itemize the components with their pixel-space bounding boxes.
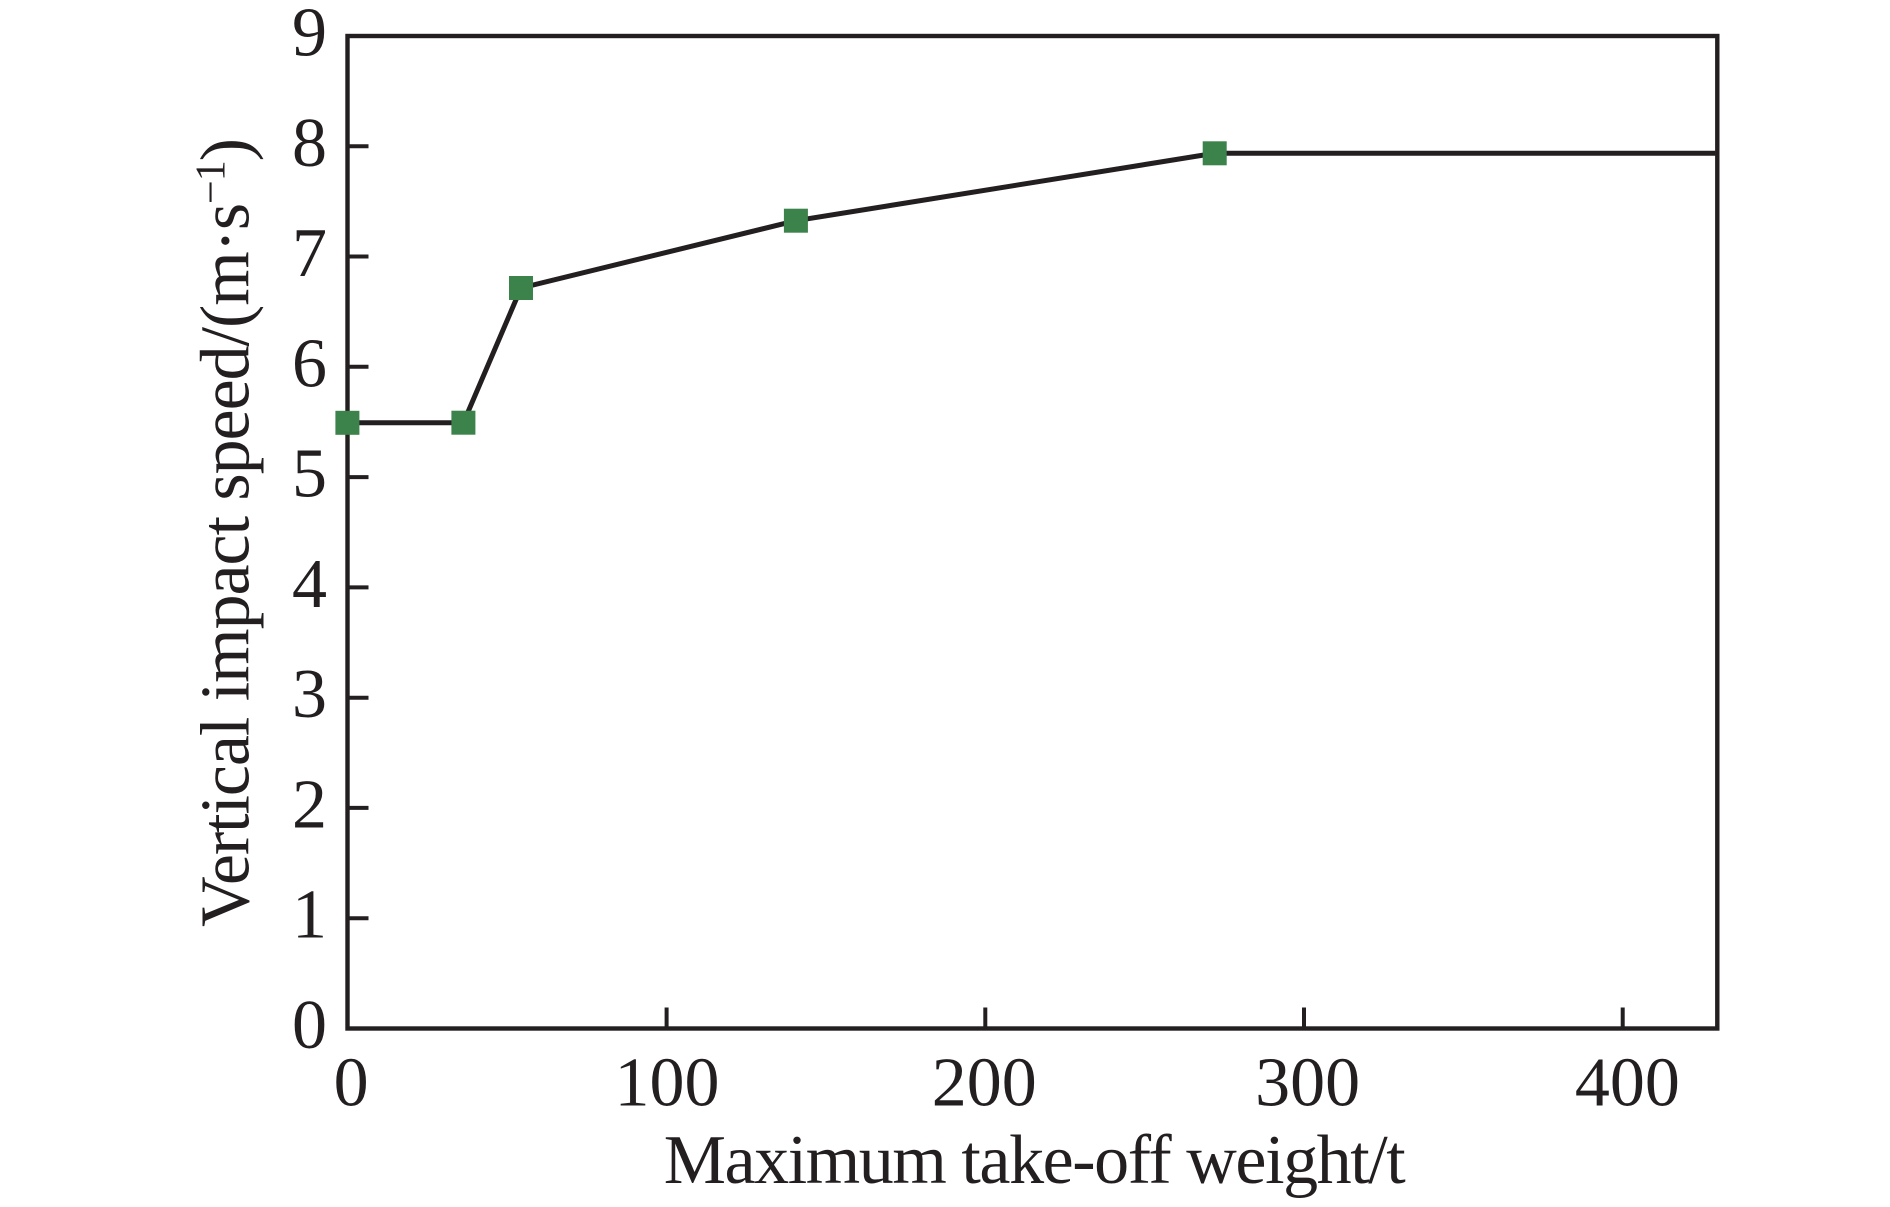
svg-text:Vertical impact speed/(m·s−1): Vertical impact speed/(m·s−1) [188, 139, 265, 927]
svg-text:4: 4 [292, 546, 327, 623]
svg-text:3: 3 [292, 656, 327, 733]
svg-text:2: 2 [292, 766, 327, 843]
svg-text:5: 5 [292, 436, 327, 513]
svg-text:0: 0 [334, 1045, 369, 1122]
svg-text:0: 0 [292, 987, 327, 1064]
svg-text:7: 7 [292, 215, 327, 292]
svg-text:Maximum take-off weight/t: Maximum take-off weight/t [664, 1122, 1407, 1199]
svg-text:6: 6 [292, 325, 327, 402]
svg-text:100: 100 [615, 1045, 720, 1122]
svg-text:9: 9 [292, 0, 327, 72]
svg-text:300: 300 [1255, 1045, 1360, 1122]
svg-text:8: 8 [292, 105, 327, 182]
svg-text:1: 1 [292, 877, 327, 954]
svg-text:400: 400 [1575, 1045, 1680, 1122]
svg-text:200: 200 [932, 1045, 1037, 1122]
